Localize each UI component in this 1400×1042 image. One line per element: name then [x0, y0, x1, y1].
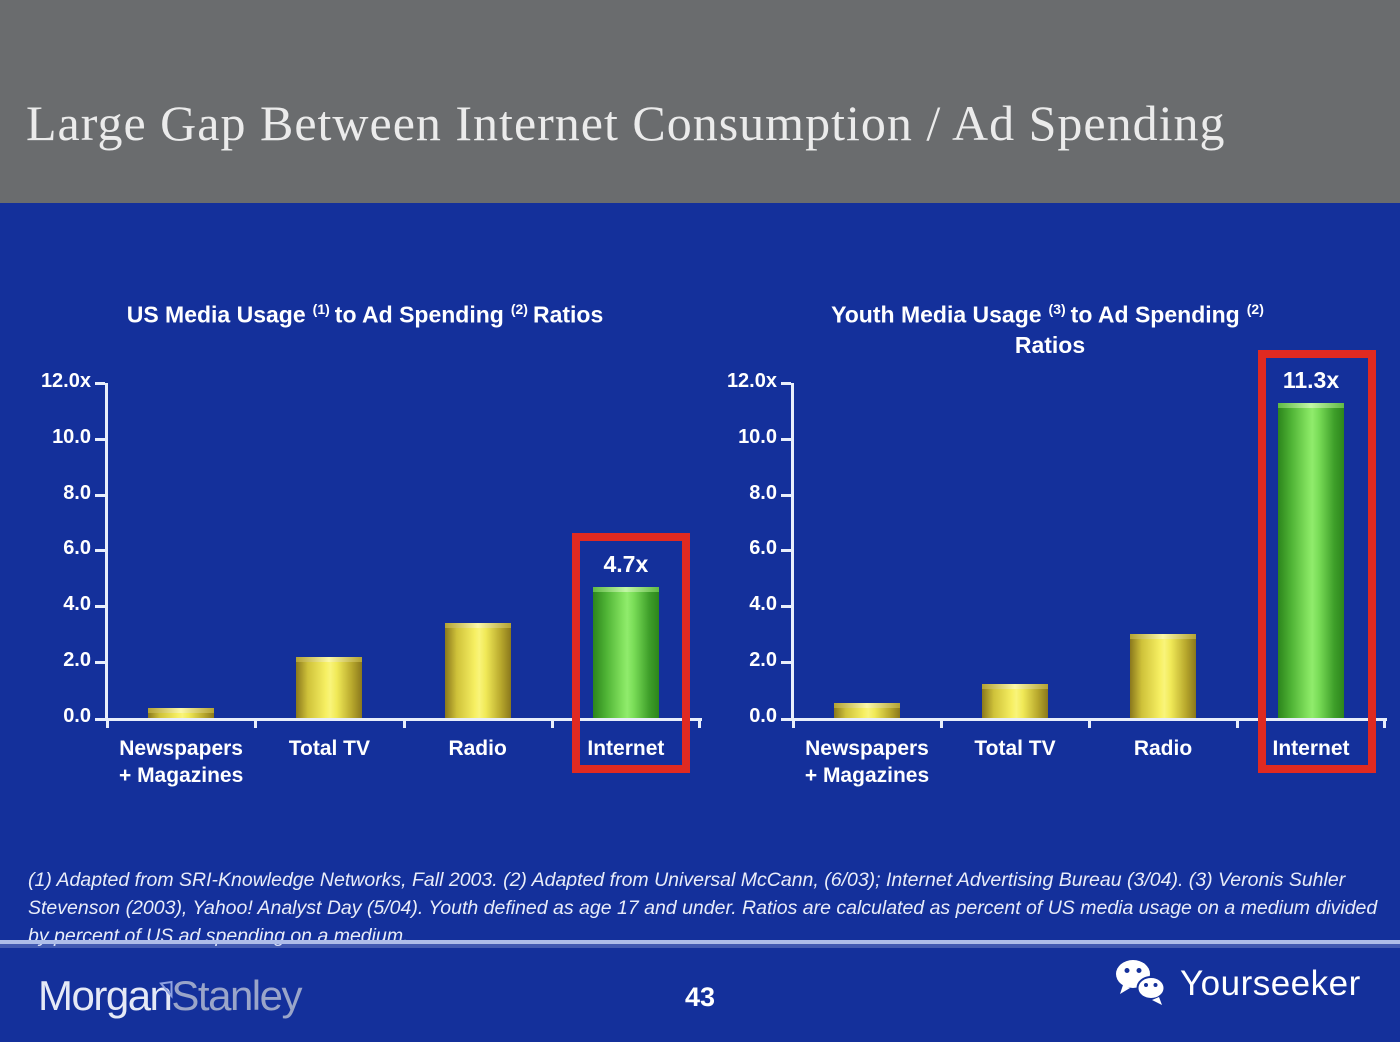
category-line: + Magazines — [118, 764, 244, 787]
category-label: Internet — [1272, 737, 1350, 760]
category-line: Newspapers — [805, 737, 929, 760]
right-y-axis — [791, 383, 794, 719]
y-tick — [781, 438, 791, 441]
x-tick — [1088, 718, 1091, 728]
y-tick-label: 10.0 — [738, 426, 777, 448]
logo-text-stanley: Stanley — [171, 972, 302, 1019]
y-tick — [95, 494, 105, 497]
x-tick — [106, 718, 109, 728]
morgan-stanley-logo: MorganStanley — [38, 972, 302, 1028]
category-label: Radio — [1133, 737, 1193, 760]
category-label: Radio — [448, 737, 507, 760]
highlight-box-internet-right — [1258, 350, 1376, 773]
logo-text-morgan: Morgan — [38, 972, 173, 1019]
slide-title: Large Gap Between Internet Consumption /… — [26, 95, 1226, 151]
bar-total-tv — [296, 657, 363, 718]
right-chart-title-text: Youth Media Usage — [831, 301, 1042, 328]
bar-newspapers-magazines — [148, 708, 215, 718]
left-y-axis — [105, 383, 108, 719]
y-tick-label: 4.0 — [749, 593, 777, 615]
category-line: Newspapers — [119, 737, 243, 760]
category-label: Total TV — [288, 737, 371, 760]
category-label: Total TV — [974, 737, 1056, 760]
bar-radio — [444, 623, 511, 718]
y-tick — [95, 438, 105, 441]
bar-total-tv — [982, 684, 1048, 718]
bar-group-newspapers-magazines: Newspapers + Magazines — [107, 383, 255, 787]
right-chart-title-line2: Ratios — [1014, 331, 1086, 358]
y-tick — [781, 494, 791, 497]
footnote: (1) Adapted from SRI-Knowledge Networks,… — [28, 869, 1378, 947]
bar-group-total-tv: Total TV — [941, 383, 1089, 760]
y-tick-label: 0.0 — [63, 705, 91, 727]
y-tick-label: 2.0 — [63, 649, 91, 671]
footnote-ref-1: (1) — [312, 301, 330, 317]
y-tick-label: 0.0 — [749, 705, 777, 727]
x-tick — [1383, 718, 1386, 728]
x-tick — [254, 718, 258, 728]
y-tick — [781, 549, 791, 552]
footer-divider — [0, 940, 1400, 944]
left-chart-title-text: US Media Usage — [126, 301, 306, 328]
x-tick — [402, 718, 406, 728]
y-tick-label: 8.0 — [749, 482, 777, 504]
x-tick — [698, 718, 701, 728]
bar-group-total-tv: Total TV — [255, 383, 403, 760]
bar-group-newspapers-magazines: Newspapers + Magazines — [793, 383, 941, 787]
footnote-ref-3: (3) — [1048, 301, 1066, 317]
y-tick — [781, 661, 791, 664]
y-tick — [95, 549, 105, 552]
bar-group-radio: Radio — [404, 383, 552, 760]
bar-internet-highlighted — [1278, 403, 1344, 718]
page-number: 43 — [684, 982, 716, 1012]
bar-radio — [1130, 634, 1196, 718]
y-tick-label: 8.0 — [63, 482, 91, 504]
category-label: Newspapers + Magazines — [793, 735, 941, 789]
footnote-ref-2: (2) — [510, 301, 528, 317]
wechat-icon — [1114, 958, 1168, 1011]
y-tick — [781, 605, 791, 608]
y-tick-label: 10.0 — [52, 426, 91, 448]
y-tick — [95, 661, 105, 664]
y-tick-label: 6.0 — [63, 537, 91, 559]
right-x-axis — [781, 718, 1387, 721]
brand-badge: Yourseeker — [1114, 954, 1361, 1014]
value-label-internet: 4.7x — [603, 551, 649, 577]
bar-internet-highlighted — [592, 587, 659, 718]
category-label: Internet — [587, 737, 665, 760]
x-tick — [1236, 718, 1239, 728]
highlight-box-internet-left — [572, 533, 690, 773]
y-tick-label: 12.0x — [40, 370, 91, 392]
y-tick — [95, 605, 105, 608]
left-chart-title-text2: to Ad Spending — [334, 301, 504, 328]
left-chart-title: US Media Usage (1) to Ad Spending (2) Ratios — [40, 294, 690, 330]
bar-group-radio: Radio — [1089, 383, 1237, 760]
left-bar-chart: 12.0x 10.0 8.0 6.0 4.0 2.0 0.0 Newspaper… — [41, 370, 702, 787]
x-tick — [792, 718, 795, 728]
right-chart-title-text2: to Ad Spending — [1070, 301, 1240, 328]
y-tick-label: 6.0 — [749, 537, 777, 559]
brand-name: Yourseeker — [1180, 964, 1361, 1003]
right-bar-chart: 12.0x 10.0 8.0 6.0 4.0 2.0 0.0 Newspaper… — [727, 367, 1387, 787]
category-line: + Magazines — [804, 764, 930, 787]
x-tick — [940, 718, 943, 728]
header-band: Large Gap Between Internet Consumption /… — [0, 0, 1400, 203]
triangle-flag-icon — [158, 961, 175, 1009]
category-label: Newspapers + Magazines — [107, 735, 255, 789]
y-tick — [781, 382, 791, 385]
y-tick — [95, 382, 105, 385]
value-label-internet: 11.3x — [1282, 367, 1340, 393]
right-chart-title: Youth Media Usage (3) to Ad Spending (2) Ra… — [740, 294, 1360, 360]
y-tick-label: 2.0 — [749, 649, 777, 671]
y-tick-label: 12.0x — [726, 370, 777, 392]
footnote-ref-2b: (2) — [1246, 301, 1264, 317]
left-chart-title-text3: Ratios — [532, 301, 604, 328]
left-x-axis — [95, 718, 702, 721]
x-tick — [550, 718, 554, 728]
y-tick-label: 4.0 — [63, 593, 91, 615]
bar-group-internet: 4.7x Internet — [552, 383, 700, 760]
bar-newspapers-magazines — [834, 703, 900, 718]
bar-group-internet: 11.3x Internet — [1237, 367, 1385, 760]
